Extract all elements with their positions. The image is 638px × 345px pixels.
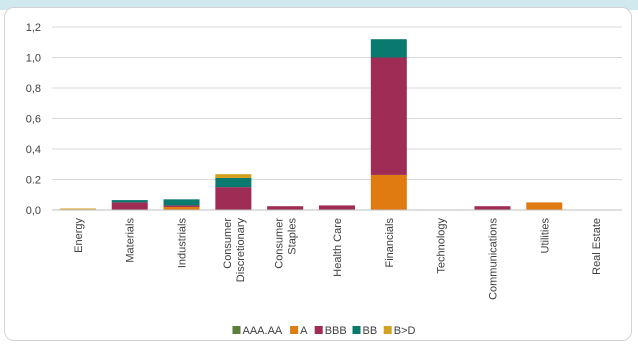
x-category-label-line: Communications — [487, 218, 499, 300]
legend: AAA.AA A BBB BB B>D — [232, 325, 416, 337]
legend-label: AAA.AA — [243, 325, 283, 337]
x-category-label-line: Utilities — [539, 218, 551, 254]
bar-segment — [111, 200, 148, 203]
x-category-label: Consumer Discretionary — [222, 218, 247, 283]
x-category-label-line: Health Care — [332, 218, 344, 277]
y-axis-ticks: 0,0 0.2 0,4 0,6 0,8 1,0 1,2 — [26, 22, 41, 217]
legend-label: BB — [363, 325, 378, 337]
chart-card — [4, 7, 632, 341]
bar-segment — [370, 39, 407, 58]
legend-swatch — [314, 326, 323, 334]
y-tick-label: 0,4 — [26, 144, 41, 156]
y-tick-label: 0.2 — [26, 175, 41, 187]
x-category-label: Utilities — [539, 218, 551, 254]
bar-segment — [163, 206, 200, 210]
bar-segment — [370, 174, 407, 210]
legend-label: A — [300, 325, 308, 337]
bar-segment — [215, 177, 252, 188]
x-category-label: Communications — [487, 218, 499, 300]
category-labels: Energy Materials Industrials Consumer Discre… — [73, 218, 603, 300]
bar-segment — [526, 202, 563, 210]
x-category-label-line: Financials — [384, 218, 396, 268]
y-tick-label: 0,8 — [26, 83, 41, 95]
x-category-label-line: Energy — [73, 218, 85, 253]
x-category-label: Industrials — [177, 218, 189, 269]
x-category-label: Real Estate — [591, 218, 603, 275]
bar-segment — [163, 205, 200, 207]
y-tick-label: 1,2 — [26, 22, 41, 34]
legend-swatch — [232, 326, 241, 334]
x-category-label: Energy — [73, 218, 85, 253]
legend-label: B>D — [394, 325, 416, 337]
x-category-label: Health Care — [332, 218, 344, 277]
bar-segment — [111, 202, 148, 210]
bar-segment — [319, 205, 355, 210]
bar-segment — [267, 206, 304, 210]
x-category-label: Technology — [436, 218, 448, 274]
x-category-label: Materials — [125, 218, 137, 263]
gridlines — [52, 26, 622, 180]
bar-segment — [215, 174, 252, 178]
bar-segment — [215, 187, 252, 210]
bar-segment — [59, 208, 96, 210]
legend-swatch — [383, 326, 392, 334]
x-category-label-line: Industrials — [177, 218, 189, 269]
bar-segment — [163, 199, 200, 206]
top-band — [0, 0, 638, 10]
bars — [59, 39, 563, 211]
y-tick-label: 0,6 — [26, 114, 41, 126]
x-category-label-line: Consumer — [222, 218, 234, 269]
legend-swatch — [290, 326, 299, 334]
legend-swatch — [352, 326, 361, 334]
x-category-label-line: Technology — [436, 218, 448, 274]
y-tick-label: 0,0 — [26, 205, 41, 217]
x-category-label-line: Staples — [287, 218, 299, 255]
legend-label: BBB — [325, 325, 347, 337]
x-category-label-line: Real Estate — [591, 218, 603, 275]
bar-segment — [370, 57, 407, 175]
x-category-label-line: Materials — [125, 218, 137, 263]
bar-segment — [474, 206, 511, 210]
x-category-label-line: Consumer — [274, 218, 286, 269]
x-category-label: Consumer Staples — [274, 218, 299, 269]
x-category-label-line: Discretionary — [235, 218, 247, 283]
x-category-label: Financials — [384, 218, 396, 268]
y-tick-label: 1,0 — [26, 53, 41, 65]
